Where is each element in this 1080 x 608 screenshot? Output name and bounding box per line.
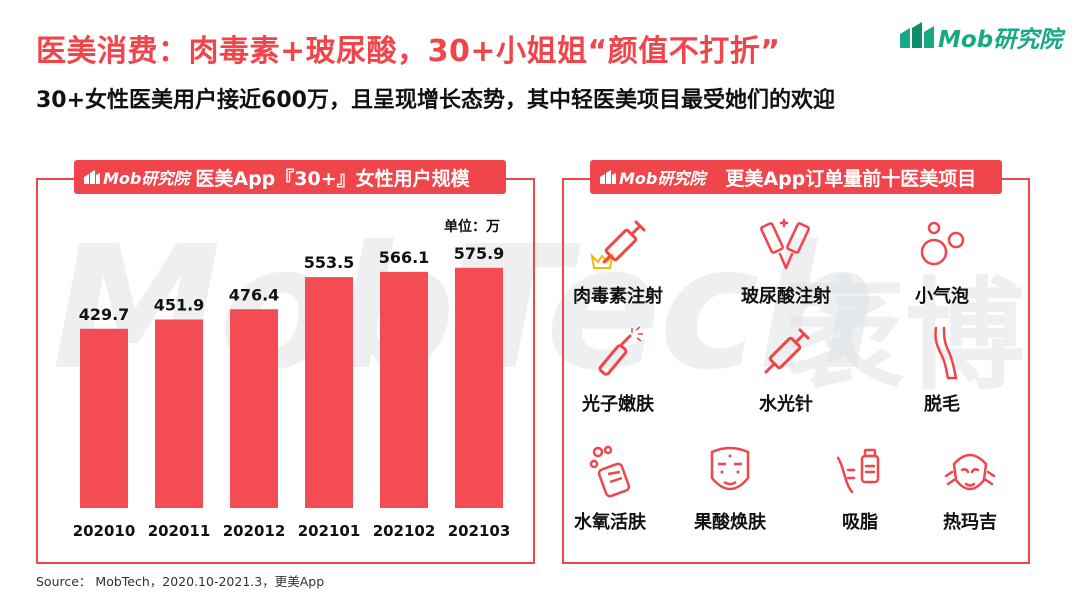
x-tick-label: 202102: [373, 522, 436, 540]
bar-value-label: 429.7: [79, 305, 130, 324]
project-item: 水氧活肤: [550, 442, 670, 534]
liposuction-icon: [836, 448, 880, 494]
project-item: 小气泡: [882, 216, 1002, 308]
bar-202012: [230, 309, 278, 508]
injection-ampoule-icon: [760, 218, 810, 270]
chart-panel-title: 医美App『30+』女性用户规模: [195, 167, 470, 190]
bar-value-label: 553.5: [304, 253, 355, 272]
project-label: 脱毛: [924, 394, 960, 415]
project-label: 水氧活肤: [574, 512, 646, 533]
panel-logo-icon: [84, 170, 100, 184]
brand-logo: Mob研究院: [900, 16, 1070, 53]
panel-logo-text: Mob研究院: [103, 169, 190, 188]
panel-logo: Mob研究院: [600, 165, 705, 189]
project-item: 脱毛: [882, 324, 1002, 416]
projects-panel-title: 更美App订单量前十医美项目: [725, 167, 977, 190]
chart-panel-header: Mob研究院 医美App『30+』女性用户规模: [74, 160, 506, 194]
project-item: 吸脂: [800, 442, 920, 534]
projects-grid: 肉毒素注射 玻尿酸注射 小气泡: [573, 216, 1014, 546]
bar-value-label: 451.9: [154, 295, 205, 314]
project-item: 玻尿酸注射: [726, 216, 846, 308]
panel-logo-icon: [600, 170, 616, 184]
brand-logo-icon: [900, 22, 934, 48]
project-label: 果酸焕肤: [694, 512, 766, 533]
chart-unit-label: 单位：万: [444, 219, 500, 235]
source-note: Source： MobTech，2020.10-2021.3，更美App: [36, 574, 325, 589]
bar-value-label: 476.4: [229, 285, 280, 304]
x-tick-label: 202011: [148, 522, 211, 540]
bar-value-label: 566.1: [379, 248, 430, 267]
bar-202102: [380, 271, 428, 508]
page-subtitle: 30+女性医美用户接近600万，且呈现增长态势，其中轻医美项目最受她们的欢迎: [36, 88, 835, 113]
x-tick-label: 202103: [448, 522, 511, 540]
bar-202011: [155, 319, 203, 508]
project-label: 光子嫩肤: [582, 394, 654, 415]
project-label: 吸脂: [842, 512, 878, 533]
bar-202103: [455, 267, 503, 508]
bubbles-icon: [920, 221, 965, 266]
panel-logo-text: Mob研究院: [619, 169, 706, 188]
oxygen-bottle-icon: [589, 445, 631, 498]
bar-202010: [80, 328, 128, 508]
face-mask-icon: [710, 446, 750, 491]
project-label: 肉毒素注射: [573, 286, 663, 307]
face-treatment-icon: [944, 453, 996, 491]
x-tick-label: 202012: [223, 522, 286, 540]
syringe-crown-icon: [590, 220, 646, 269]
bar-202101: [305, 277, 353, 508]
x-tick-label: 202101: [298, 522, 361, 540]
panel-logo: Mob研究院: [84, 165, 189, 189]
projects-panel-header: Mob研究院 更美App订单量前十医美项目: [590, 160, 1002, 194]
project-item: 光子嫩肤: [558, 324, 678, 416]
brand-logo-text: Mob研究院: [938, 27, 1063, 53]
project-label: 玻尿酸注射: [741, 286, 831, 307]
page-title: 医美消费：肉毒素+玻尿酸，30+小姐姐“颜值不打折”: [36, 34, 781, 69]
syringe-icon: [764, 328, 810, 374]
project-label: 水光针: [759, 394, 813, 415]
x-tick-label: 202010: [73, 522, 136, 540]
project-item: 肉毒素注射: [558, 216, 678, 308]
project-item: 果酸焕肤: [670, 442, 790, 534]
project-label: 小气泡: [915, 286, 969, 307]
leg-icon: [934, 326, 958, 380]
project-item: 热玛吉: [910, 442, 1030, 534]
project-label: 热玛吉: [943, 512, 997, 533]
project-item: 水光针: [726, 324, 846, 416]
bar-value-label: 575.9: [454, 244, 505, 263]
photon-wand-icon: [598, 326, 643, 376]
